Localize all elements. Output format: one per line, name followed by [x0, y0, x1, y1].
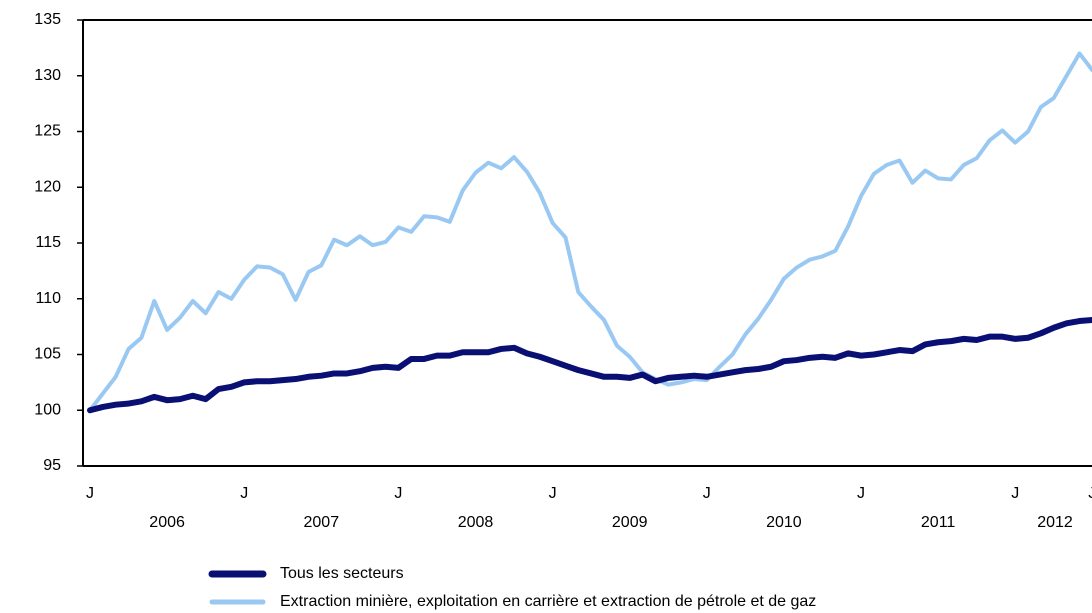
legend-label: Tous les secteurs [280, 565, 404, 582]
legend-label: Extraction minière, exploitation en carr… [280, 593, 816, 610]
x-tick-label: J [857, 485, 865, 502]
y-tick-label: 105 [34, 346, 61, 363]
year-label: 2012 [1037, 514, 1073, 531]
x-tick-label: J [1011, 485, 1019, 502]
y-tick-label: 120 [34, 178, 61, 195]
x-tick-label: J [394, 485, 402, 502]
year-label: 2011 [921, 514, 956, 531]
year-label: 2010 [766, 514, 802, 531]
y-tick-label: 125 [34, 123, 61, 140]
y-tick-label: 110 [35, 290, 61, 307]
x-tick-label: J [86, 485, 94, 502]
y-tick-label: 135 [34, 11, 61, 28]
y-tick-label: 95 [43, 457, 61, 474]
year-label: 2006 [149, 514, 185, 531]
year-label: 2009 [612, 514, 648, 531]
x-tick-label: J [1088, 485, 1092, 502]
year-label: 2007 [304, 514, 340, 531]
y-tick-label: 100 [34, 401, 61, 418]
x-tick-label: J [240, 485, 248, 502]
y-tick-label: 130 [34, 67, 61, 84]
y-tick-label: 115 [35, 234, 61, 251]
x-tick-label: J [703, 485, 711, 502]
x-tick-label: J [549, 485, 557, 502]
series-line [88, 51, 1092, 413]
year-label: 2008 [458, 514, 494, 531]
series-line [87, 316, 1092, 414]
